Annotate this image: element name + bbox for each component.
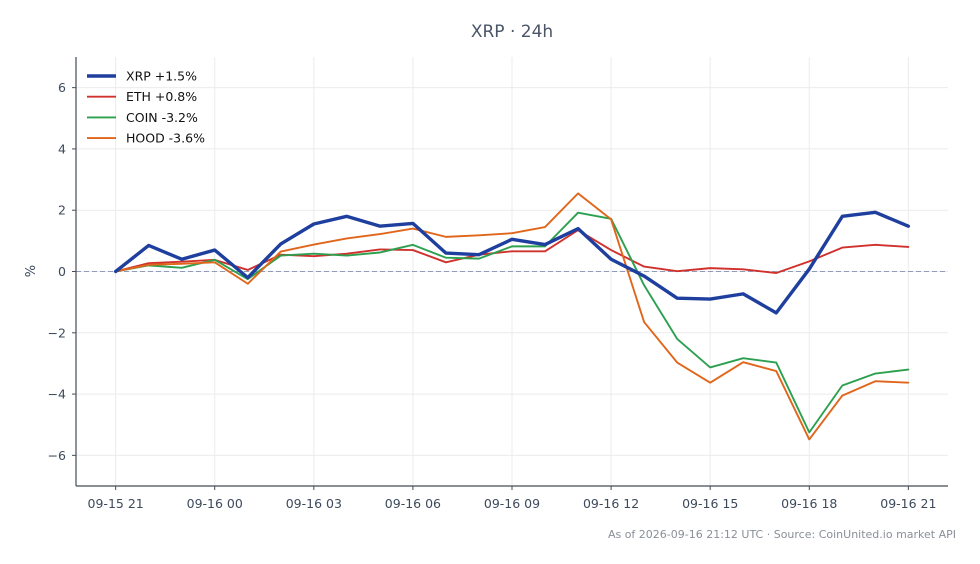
y-tick-label: 0 [58, 264, 66, 279]
y-tick-label: −2 [48, 325, 66, 340]
series-line-xrp [113, 210, 911, 315]
series-line-eth [114, 229, 910, 274]
x-tick-label: 09-16 09 [484, 496, 540, 511]
x-tick-label: 09-15 21 [88, 496, 144, 511]
source-footnote: As of 2026-09-16 21:12 UTC · Source: Coi… [608, 528, 956, 541]
x-tick-label: 09-16 00 [187, 496, 243, 511]
series-lines [113, 192, 911, 441]
series-line-hood [114, 192, 910, 441]
x-tick-label: 09-16 12 [583, 496, 639, 511]
legend: XRP +1.5% ETH +0.8% COIN -3.2% HOOD -3.6% [87, 69, 205, 146]
y-tick-label: −4 [48, 387, 66, 402]
chart-title: XRP · 24h [471, 22, 553, 42]
legend-label-eth: ETH +0.8% [126, 89, 197, 104]
legend-label-xrp: XRP +1.5% [126, 69, 197, 84]
x-tick-label: 09-16 15 [682, 496, 738, 511]
y-axis-label: % [24, 265, 39, 277]
x-tick-label: 09-16 06 [385, 496, 441, 511]
y-tick-label: −6 [48, 448, 66, 463]
y-tick-label: 4 [58, 141, 66, 156]
y-tick-label: 2 [58, 203, 66, 218]
axes: −6 −4 −2 0 2 4 6 09-15 21 09-16 00 09-16 03 09-16 … [48, 57, 948, 511]
x-tick-label: 09-16 21 [880, 496, 936, 511]
legend-label-hood: HOOD -3.6% [126, 131, 205, 146]
x-tick-label: 09-16 18 [781, 496, 837, 511]
y-tick-label: 6 [58, 80, 66, 95]
x-tick-label: 09-16 03 [286, 496, 342, 511]
legend-label-coin: COIN -3.2% [126, 110, 198, 125]
